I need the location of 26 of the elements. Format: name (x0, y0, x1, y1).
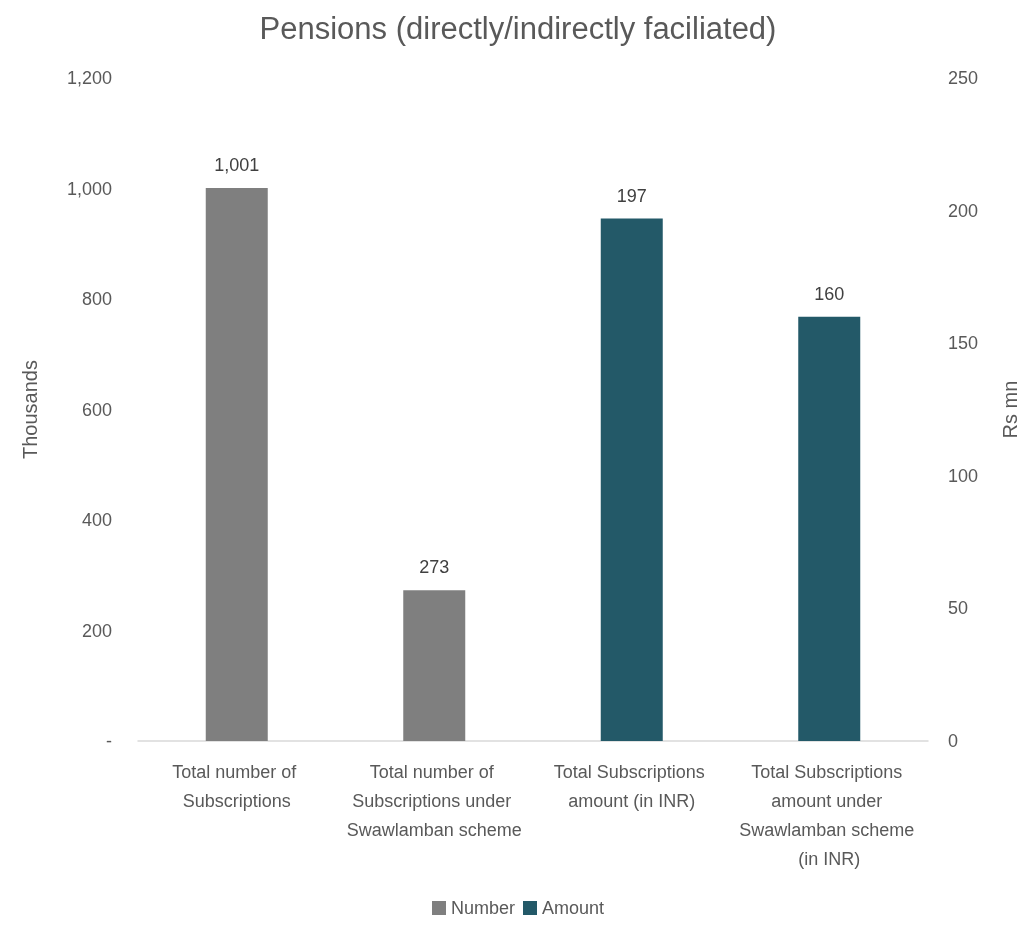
x-tick-label: Total number of Subscriptions (172, 761, 302, 811)
y-tick-label: 1,000 (66, 178, 112, 199)
x-tick-label: Total number of Subscriptions under Swawlamban scheme (346, 761, 522, 840)
chart-title: Pensions (directly/indirectly faciliated) (259, 11, 777, 46)
y2-tick-label: 100 (948, 465, 979, 486)
y-tick-label: - (106, 731, 112, 751)
y-tick-label: 800 (81, 289, 112, 309)
y2-tick-label: 200 (948, 200, 979, 221)
legend-label: Amount (541, 898, 605, 918)
data-label: 273 (419, 557, 450, 578)
y2-tick-label: 50 (948, 598, 969, 619)
y-tick-label: 200 (81, 620, 112, 641)
data-label: 160 (814, 283, 845, 304)
data-label: 1,001 (214, 154, 260, 175)
y2-tick-label: 0 (948, 731, 959, 751)
x-tick-label: Total Subscriptions amount (in INR) (553, 761, 710, 811)
y2-tick-label: 150 (948, 333, 979, 354)
legend-label: Number (450, 898, 515, 918)
y-tick-label: 600 (81, 399, 112, 420)
y2-axis-title: Rs mn (999, 380, 1021, 439)
y-tick-label: 1,200 (66, 68, 112, 88)
data-label: 197 (616, 185, 647, 206)
y-tick-label: 400 (81, 510, 112, 530)
x-tick-label: Total Subscriptions amount under Swawlamban scheme (in INR) (739, 761, 920, 869)
y2-tick-label: 250 (948, 68, 979, 88)
y-axis-title: Thousands (19, 360, 41, 459)
